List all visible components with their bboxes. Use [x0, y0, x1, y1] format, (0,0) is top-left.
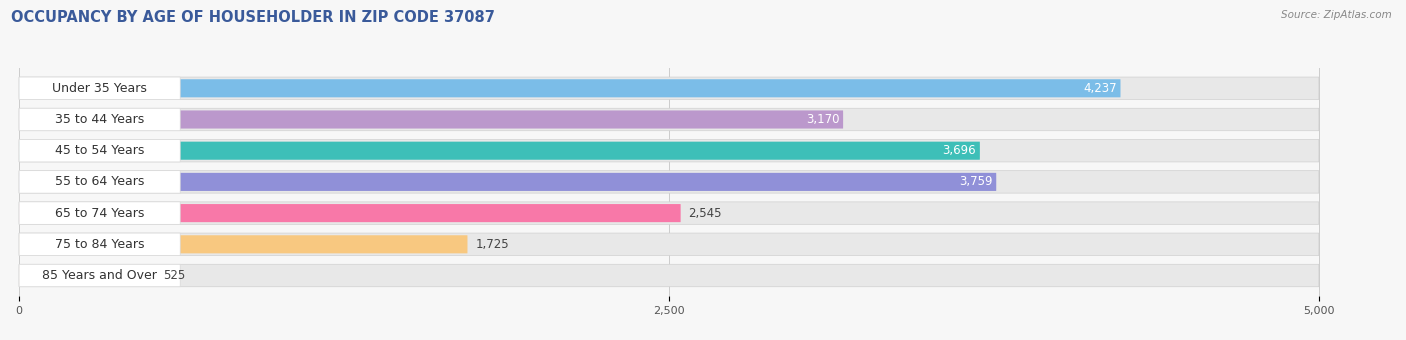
Text: OCCUPANCY BY AGE OF HOUSEHOLDER IN ZIP CODE 37087: OCCUPANCY BY AGE OF HOUSEHOLDER IN ZIP C… — [11, 10, 495, 25]
FancyBboxPatch shape — [20, 267, 156, 285]
Text: 75 to 84 Years: 75 to 84 Years — [55, 238, 145, 251]
Text: 65 to 74 Years: 65 to 74 Years — [55, 207, 145, 220]
Text: 35 to 44 Years: 35 to 44 Years — [55, 113, 145, 126]
FancyBboxPatch shape — [20, 108, 1319, 131]
FancyBboxPatch shape — [20, 204, 681, 222]
FancyBboxPatch shape — [20, 139, 1319, 162]
FancyBboxPatch shape — [20, 77, 180, 100]
FancyBboxPatch shape — [20, 173, 997, 191]
FancyBboxPatch shape — [20, 142, 980, 160]
Text: 2,545: 2,545 — [689, 207, 721, 220]
FancyBboxPatch shape — [20, 110, 844, 129]
Text: 45 to 54 Years: 45 to 54 Years — [55, 144, 145, 157]
Text: 85 Years and Over: 85 Years and Over — [42, 269, 157, 282]
FancyBboxPatch shape — [20, 202, 180, 224]
FancyBboxPatch shape — [20, 77, 1319, 100]
FancyBboxPatch shape — [20, 108, 180, 131]
FancyBboxPatch shape — [20, 139, 180, 162]
Text: 1,725: 1,725 — [475, 238, 509, 251]
FancyBboxPatch shape — [20, 235, 467, 253]
FancyBboxPatch shape — [20, 233, 180, 256]
Text: 4,237: 4,237 — [1083, 82, 1116, 95]
FancyBboxPatch shape — [20, 79, 1121, 97]
Text: 525: 525 — [163, 269, 186, 282]
Text: 3,170: 3,170 — [806, 113, 839, 126]
FancyBboxPatch shape — [20, 264, 180, 287]
Text: 55 to 64 Years: 55 to 64 Years — [55, 175, 145, 188]
FancyBboxPatch shape — [20, 264, 1319, 287]
Text: 3,696: 3,696 — [942, 144, 976, 157]
Text: 3,759: 3,759 — [959, 175, 993, 188]
FancyBboxPatch shape — [20, 233, 1319, 256]
Text: Source: ZipAtlas.com: Source: ZipAtlas.com — [1281, 10, 1392, 20]
Text: Under 35 Years: Under 35 Years — [52, 82, 148, 95]
FancyBboxPatch shape — [20, 202, 1319, 224]
FancyBboxPatch shape — [20, 171, 1319, 193]
FancyBboxPatch shape — [20, 171, 180, 193]
